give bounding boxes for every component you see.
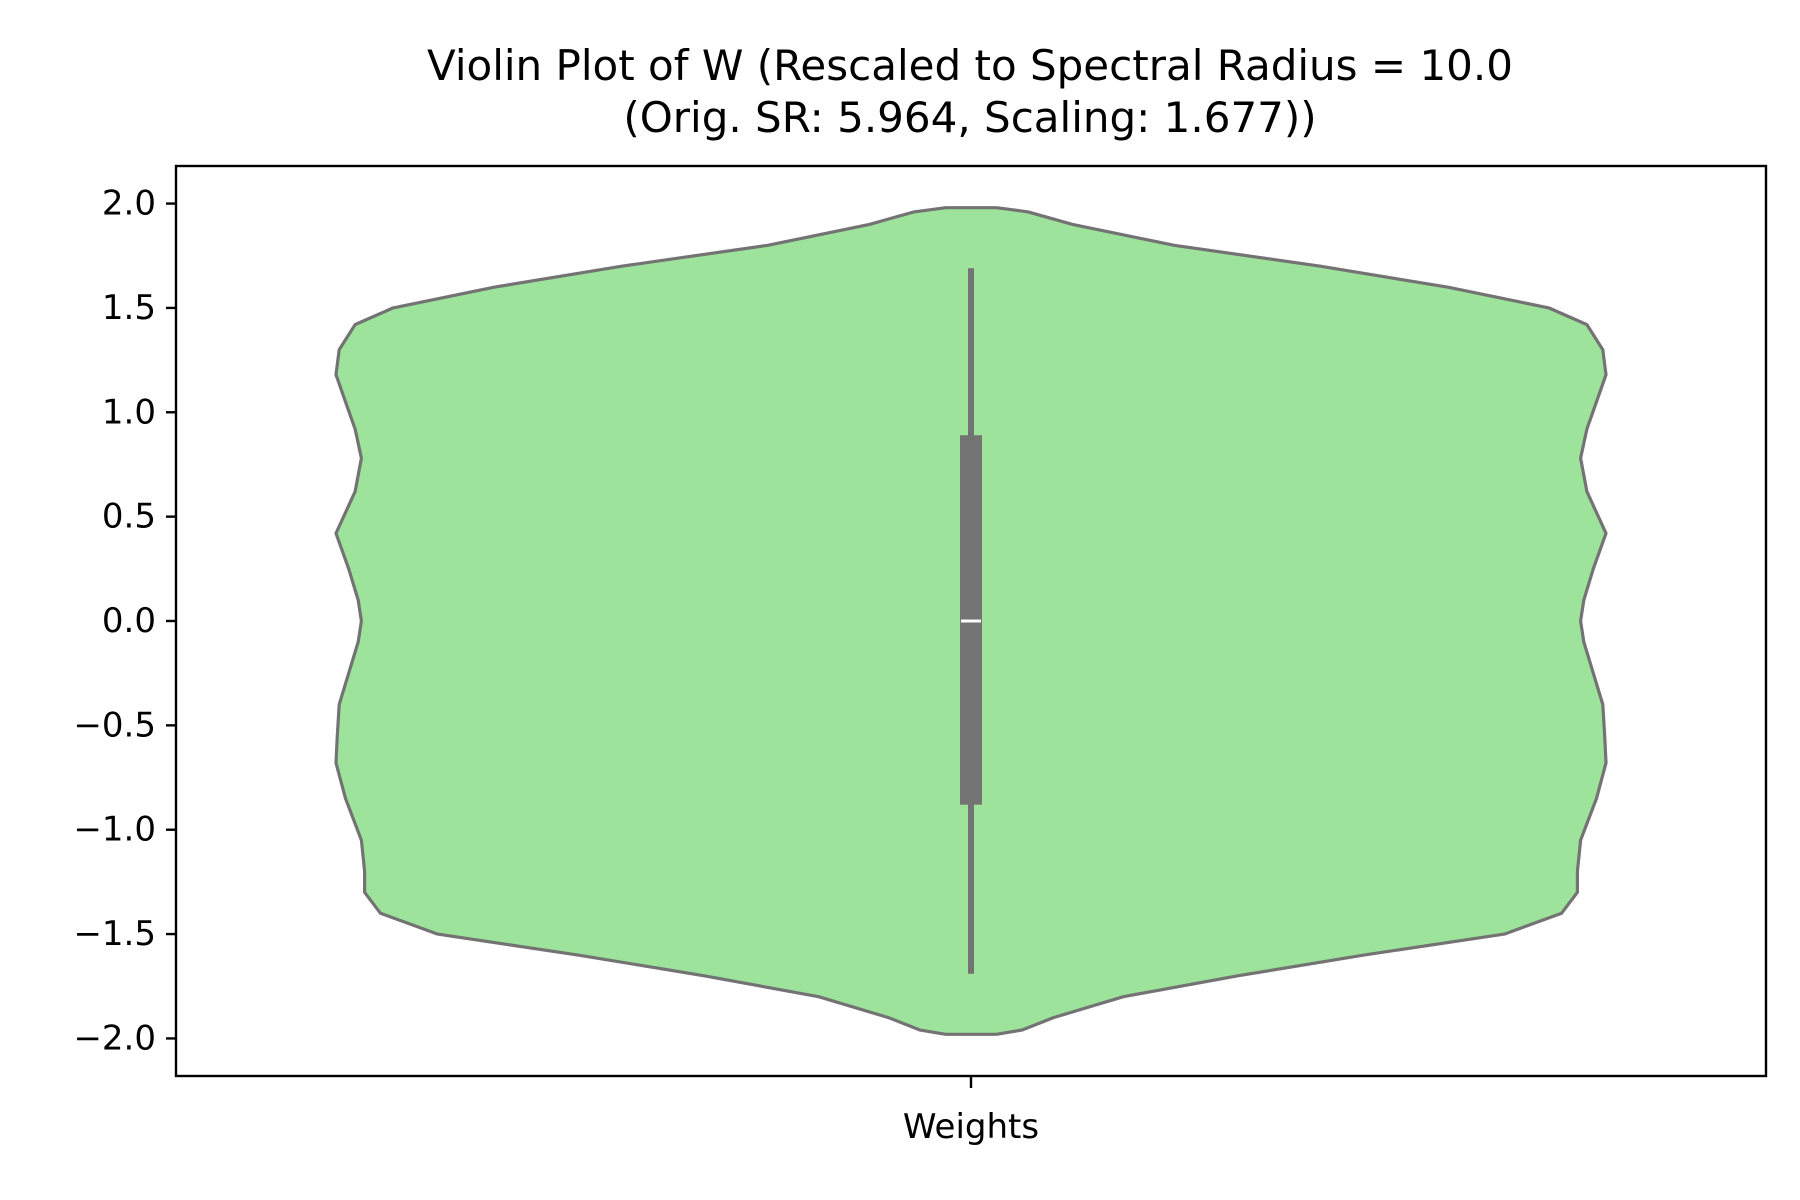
y-tick-label: 2.0 — [102, 184, 156, 224]
y-tick-label: 0.5 — [102, 497, 156, 537]
y-tick-label: 0.0 — [102, 601, 156, 641]
chart-title-line-2: (Orig. SR: 5.964, Scaling: 1.677)) — [623, 93, 1316, 142]
x-axis: Weights — [903, 1076, 1039, 1147]
chart-title-line-1: Violin Plot of W (Rescaled to Spectral R… — [427, 41, 1513, 90]
y-tick-label: −2.0 — [73, 1018, 156, 1058]
x-category-label: Weights — [903, 1107, 1039, 1147]
y-tick-label: −1.0 — [73, 810, 156, 850]
y-axis: 2.0 1.5 1.0 0.5 0.0 −0.5 −1.0 −1.5 −2.0 — [73, 184, 176, 1058]
y-tick-label: 1.0 — [102, 392, 156, 432]
plot-area — [334, 206, 1608, 1036]
y-tick-label: −1.5 — [73, 914, 156, 954]
y-tick-label: 1.5 — [102, 288, 156, 328]
y-tick-label: −0.5 — [73, 705, 156, 745]
